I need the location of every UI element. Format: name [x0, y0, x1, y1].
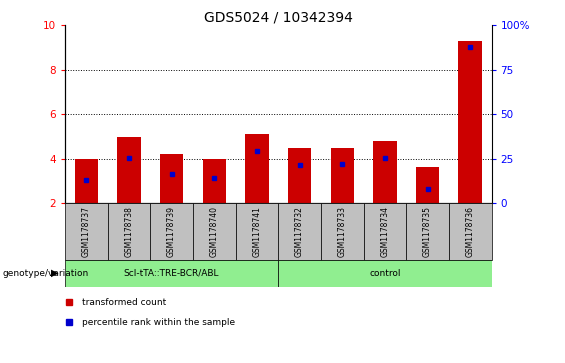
Bar [150, 203, 193, 260]
Bar [160, 154, 184, 203]
Text: GSM1178741: GSM1178741 [253, 206, 262, 257]
Bar [193, 203, 236, 260]
Bar [117, 136, 141, 203]
Text: transformed count: transformed count [82, 298, 166, 307]
Text: percentile rank within the sample: percentile rank within the sample [82, 318, 235, 327]
Bar [65, 203, 107, 260]
Bar [279, 260, 492, 287]
Bar [236, 203, 278, 260]
Text: GSM1178736: GSM1178736 [466, 206, 475, 257]
Bar [202, 159, 226, 203]
Bar [107, 203, 150, 260]
Text: GSM1178740: GSM1178740 [210, 206, 219, 257]
Bar [245, 134, 269, 203]
Bar [406, 203, 449, 260]
Text: GSM1178738: GSM1178738 [124, 206, 133, 257]
Bar [331, 148, 354, 203]
Bar [321, 203, 364, 260]
Text: GSM1178737: GSM1178737 [82, 206, 91, 257]
Bar [449, 203, 492, 260]
Bar [65, 260, 278, 287]
Bar [416, 167, 440, 203]
Bar [279, 203, 321, 260]
Bar [458, 41, 482, 203]
Bar [288, 148, 311, 203]
Bar [373, 141, 397, 203]
Text: GSM1178739: GSM1178739 [167, 206, 176, 257]
Text: Scl-tTA::TRE-BCR/ABL: Scl-tTA::TRE-BCR/ABL [124, 269, 219, 278]
Bar [364, 203, 406, 260]
Text: genotype/variation: genotype/variation [3, 269, 89, 278]
Text: GSM1178734: GSM1178734 [380, 206, 389, 257]
Text: GSM1178732: GSM1178732 [295, 206, 304, 257]
Bar [75, 159, 98, 203]
Text: GSM1178735: GSM1178735 [423, 206, 432, 257]
Text: control: control [369, 269, 401, 278]
Text: ▶: ▶ [51, 268, 58, 278]
Text: GDS5024 / 10342394: GDS5024 / 10342394 [204, 11, 353, 25]
Text: GSM1178733: GSM1178733 [338, 206, 347, 257]
